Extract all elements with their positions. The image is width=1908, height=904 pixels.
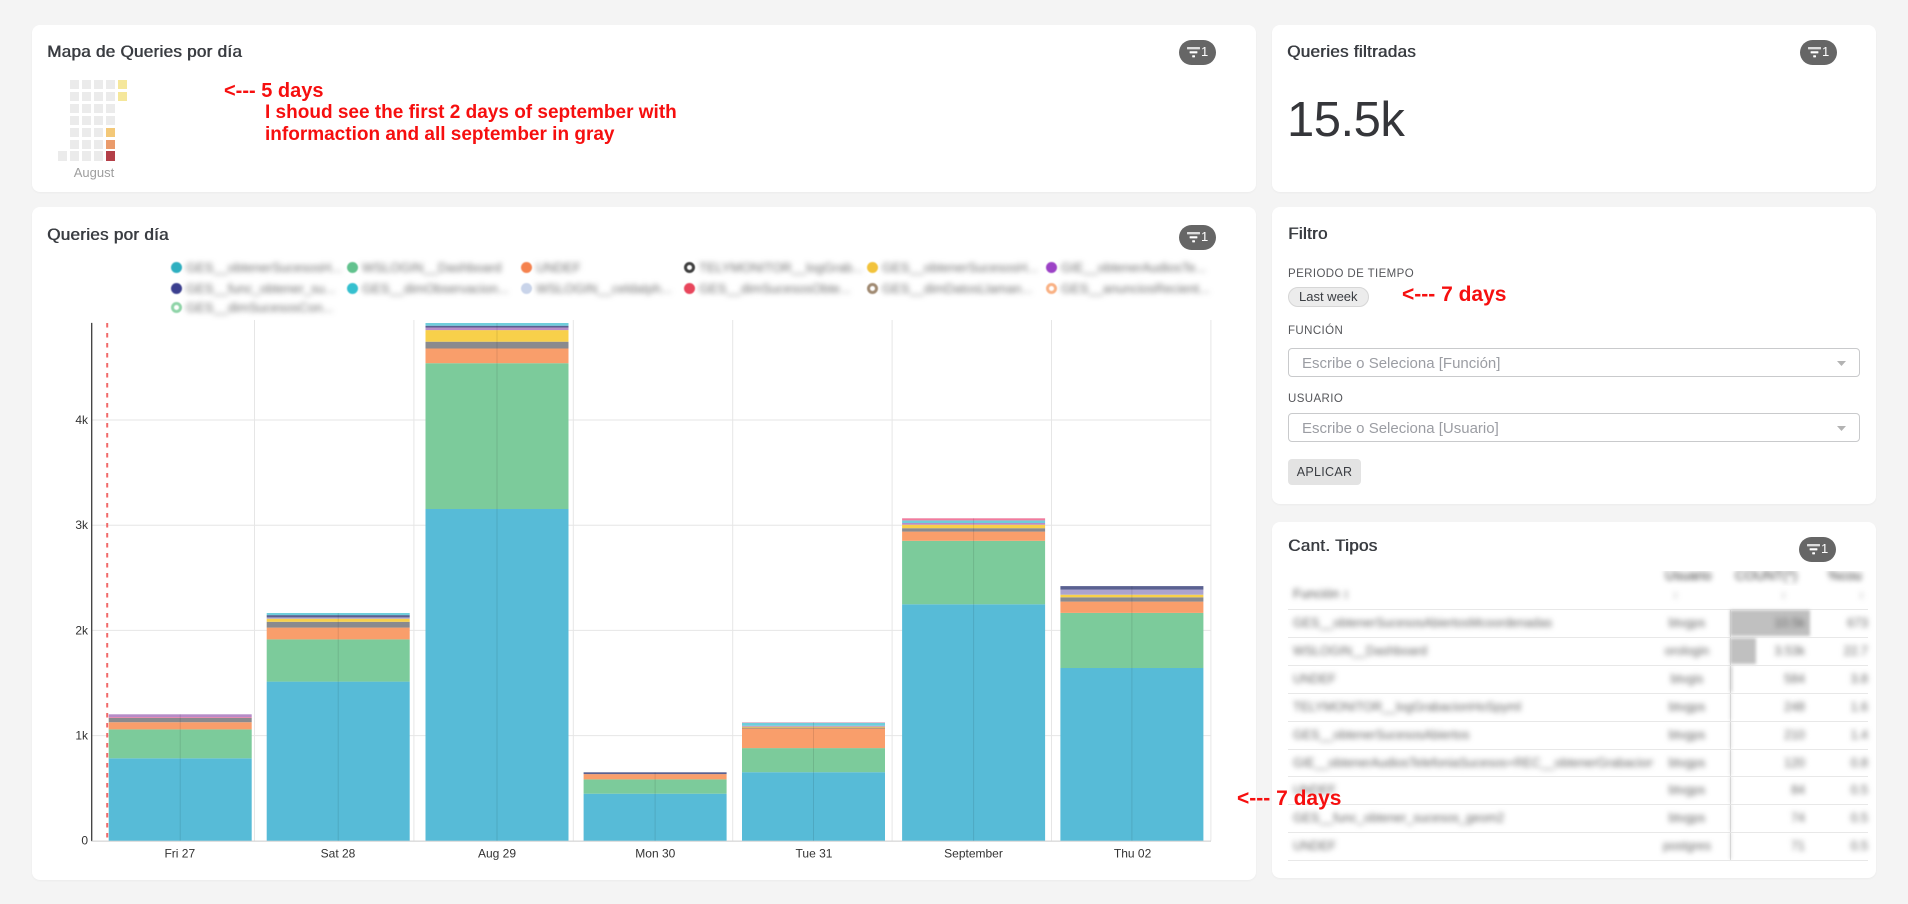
svg-text:Tue 31: Tue 31	[796, 847, 833, 861]
svg-text:1k: 1k	[75, 729, 89, 743]
svg-text:4k: 4k	[75, 413, 89, 427]
svg-text:Fri 27: Fri 27	[164, 847, 195, 861]
svg-text:2k: 2k	[75, 623, 89, 637]
svg-text:September: September	[944, 847, 1003, 861]
svg-text:Aug 29: Aug 29	[478, 847, 516, 861]
svg-text:3k: 3k	[75, 518, 89, 532]
svg-text:Thu 02: Thu 02	[1114, 847, 1152, 861]
svg-text:Mon 30: Mon 30	[635, 847, 675, 861]
svg-text:Sat 28: Sat 28	[321, 847, 356, 861]
svg-text:0: 0	[81, 834, 88, 848]
